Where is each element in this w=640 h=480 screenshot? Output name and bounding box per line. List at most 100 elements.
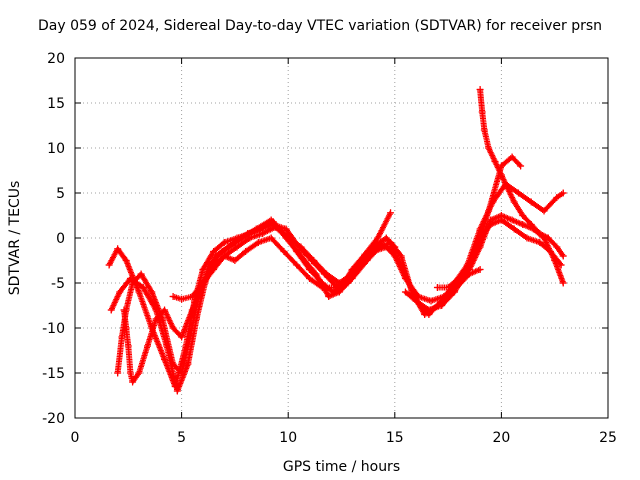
data-point [169, 324, 177, 332]
data-point [105, 261, 113, 269]
data-point [169, 360, 177, 368]
data-point [374, 234, 382, 242]
data-point [519, 221, 527, 228]
data-point [440, 293, 448, 300]
data-point [514, 189, 522, 197]
data-point [152, 315, 160, 323]
data-point [178, 333, 186, 341]
data-point [450, 288, 458, 296]
data-point [135, 369, 143, 377]
data-point [480, 126, 488, 134]
data-point [559, 189, 567, 197]
y-tick-label: -15 [42, 366, 65, 382]
data-point [242, 248, 250, 255]
data-point [178, 369, 186, 377]
data-point [318, 284, 326, 291]
data-point [218, 248, 226, 255]
data-point [320, 270, 328, 278]
y-tick-label: -10 [42, 321, 65, 337]
data-point [135, 288, 143, 296]
data-point [382, 243, 390, 251]
data-point [148, 288, 156, 296]
data-point [308, 257, 316, 264]
data-point [508, 216, 516, 224]
data-point [143, 342, 151, 350]
data-point [122, 306, 130, 314]
data-point [487, 221, 495, 228]
y-tick-label: 5 [56, 186, 65, 202]
data-point [427, 297, 435, 305]
data-point [325, 293, 333, 300]
data-point [497, 171, 505, 179]
data-point [397, 252, 405, 260]
data-point [118, 333, 126, 341]
y-tick-label: 10 [47, 141, 65, 157]
ticks: 0 5 10 15 20 25 -20 -15 -10 -5 0 5 10 15 20 [42, 51, 617, 446]
data-point [553, 243, 561, 251]
data-point [387, 209, 395, 217]
data-point [540, 207, 548, 215]
data-point [231, 257, 239, 264]
marker-trail [434, 212, 567, 291]
x-tick-label: 10 [279, 430, 297, 446]
data-point [199, 279, 207, 287]
data-point [186, 333, 194, 341]
data-point [210, 266, 218, 273]
x-tick-label: 25 [599, 430, 617, 446]
data-point [173, 387, 181, 395]
data-point [220, 239, 228, 246]
data-markers [105, 86, 567, 395]
data-point [244, 230, 252, 237]
data-point [293, 261, 301, 269]
data-point [357, 261, 365, 269]
data-point [256, 225, 264, 233]
data-point [114, 245, 122, 253]
data-point [158, 315, 166, 323]
data-point [312, 270, 320, 278]
data-point [107, 306, 115, 314]
data-point [519, 212, 527, 219]
data-point [295, 243, 303, 251]
data-point [195, 293, 203, 300]
data-point [169, 293, 177, 300]
data-point [557, 261, 565, 269]
y-axis-title: SDTVAR / TECUs [7, 181, 23, 296]
data-point [344, 275, 352, 282]
data-point [510, 198, 518, 206]
x-tick-label: 5 [177, 430, 186, 446]
data-point [438, 302, 446, 309]
data-point [282, 225, 290, 233]
data-point [485, 144, 493, 152]
data-point [129, 279, 137, 287]
x-tick-label: 0 [71, 430, 80, 446]
data-point [306, 275, 314, 282]
data-point [476, 234, 484, 242]
data-point [122, 257, 130, 264]
data-point [129, 378, 137, 386]
data-point [220, 252, 228, 260]
data-point [504, 185, 512, 192]
series-sat-h [401, 216, 565, 314]
data-point [124, 342, 132, 350]
data-point [382, 234, 390, 242]
data-point [161, 306, 169, 314]
data-point [297, 252, 305, 260]
x-tick-label: 20 [492, 430, 510, 446]
data-point [478, 108, 486, 116]
y-tick-label: 0 [56, 231, 65, 247]
data-point [559, 279, 567, 287]
data-point [497, 216, 505, 224]
data-point [508, 153, 516, 161]
data-point [433, 284, 441, 291]
x-tick-label: 15 [386, 430, 404, 446]
y-tick-label: 15 [47, 96, 65, 112]
data-point [510, 225, 518, 233]
series-sat-g [433, 212, 567, 291]
data-point [401, 275, 409, 282]
data-point [391, 252, 399, 260]
data-point [116, 288, 124, 296]
data-point [401, 288, 409, 296]
y-tick-label: 20 [47, 51, 65, 67]
data-point [523, 234, 531, 242]
